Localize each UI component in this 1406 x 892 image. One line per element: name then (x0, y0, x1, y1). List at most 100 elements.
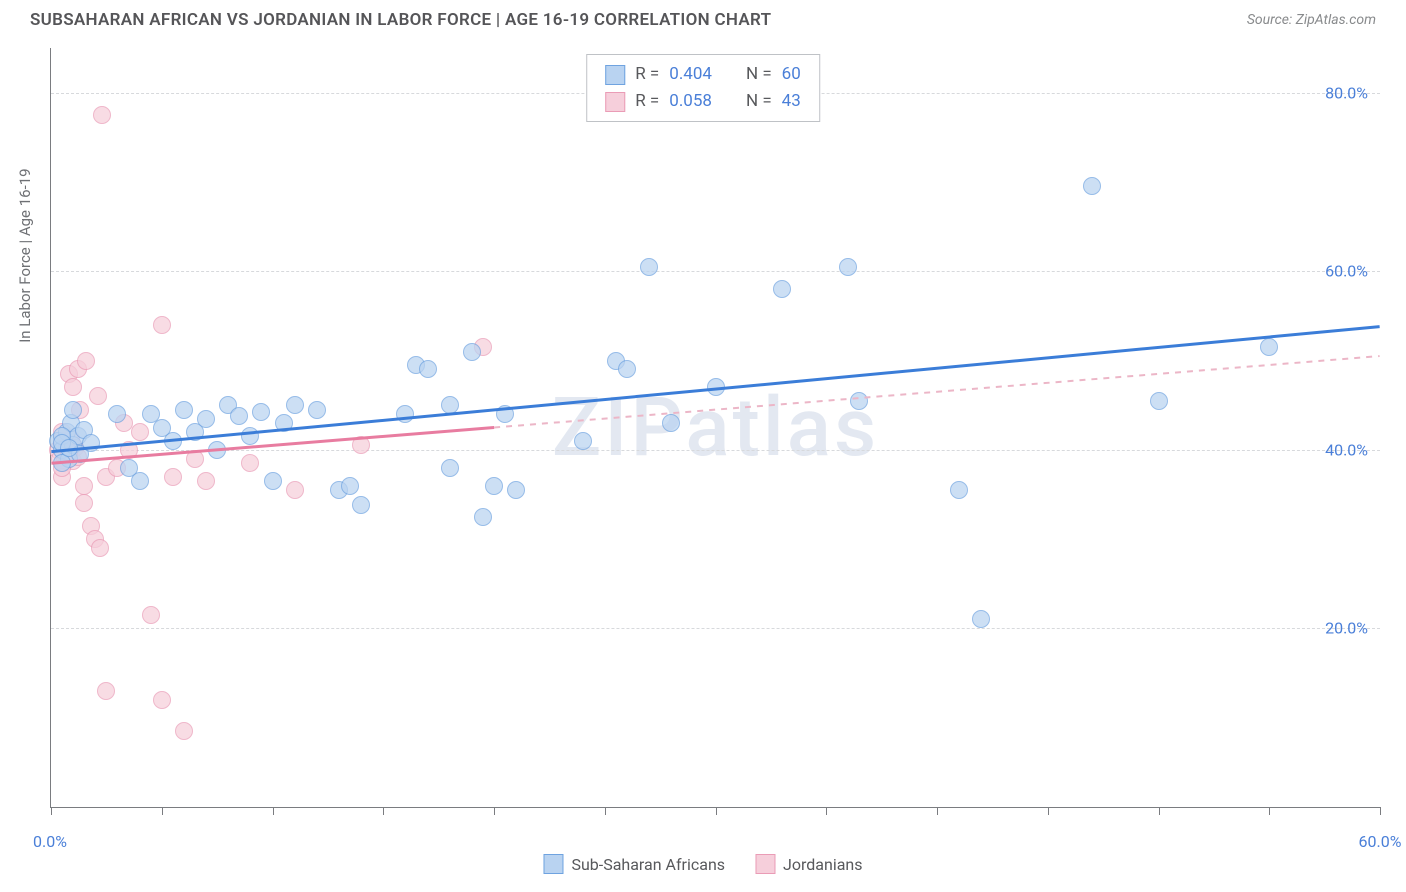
gridline (51, 450, 1380, 451)
scatter-point-ssa (208, 441, 226, 459)
scatter-point-ssa (485, 477, 503, 495)
scatter-point-jor (75, 494, 93, 512)
scatter-point-jor (241, 454, 259, 472)
series-legend: Sub-Saharan Africans Jordanians (543, 854, 862, 874)
x-tick (273, 807, 274, 815)
scatter-point-ssa (618, 360, 636, 378)
scatter-point-jor (131, 423, 149, 441)
r-label: R = (635, 61, 659, 88)
y-axis-title: In Labor Force | Age 16-19 (16, 168, 34, 342)
scatter-point-jor (186, 450, 204, 468)
y-tick-label: 60.0% (1325, 262, 1368, 281)
scatter-point-ssa (463, 343, 481, 361)
scatter-point-ssa (60, 439, 78, 457)
scatter-point-jor (286, 481, 304, 499)
x-tick (826, 807, 827, 815)
scatter-point-ssa (230, 407, 248, 425)
scatter-point-ssa (131, 472, 149, 490)
scatter-point-jor (153, 691, 171, 709)
legend-label: Sub-Saharan Africans (571, 855, 725, 874)
legend-item: Jordanians (755, 854, 862, 874)
scatter-point-ssa (396, 405, 414, 423)
scatter-point-ssa (839, 258, 857, 276)
scatter-point-ssa (264, 472, 282, 490)
scatter-point-ssa (441, 396, 459, 414)
correlation-legend-row: R = 0.404 N = 60 (605, 61, 801, 88)
scatter-point-ssa (82, 434, 100, 452)
scatter-point-ssa (1083, 177, 1101, 195)
x-tick-label: 60.0% (1359, 832, 1402, 850)
scatter-point-ssa (275, 414, 293, 432)
scatter-point-ssa (972, 610, 990, 628)
scatter-point-ssa (241, 427, 259, 445)
x-tick (937, 807, 938, 815)
scatter-point-jor (97, 682, 115, 700)
legend-swatch (605, 65, 625, 85)
correlation-legend-row: R =0.058N =43 (605, 88, 801, 115)
y-tick-label: 20.0% (1325, 619, 1368, 638)
scatter-point-ssa (1260, 338, 1278, 356)
scatter-point-ssa (252, 403, 270, 421)
scatter-point-jor (91, 539, 109, 557)
scatter-point-ssa (507, 481, 525, 499)
scatter-point-ssa (850, 392, 868, 410)
scatter-point-jor (120, 441, 138, 459)
scatter-point-ssa (175, 401, 193, 419)
correlation-legend: R =0.404N =60R =0.058N =43 (586, 54, 820, 122)
scatter-point-jor (153, 316, 171, 334)
x-tick (1269, 807, 1270, 815)
scatter-point-jor (142, 606, 160, 624)
scatter-point-ssa (441, 459, 459, 477)
n-label: N = (746, 61, 772, 88)
scatter-point-ssa (662, 414, 680, 432)
scatter-point-ssa (707, 378, 725, 396)
chart-title: SUBSAHARAN AFRICAN VS JORDANIAN IN LABOR… (30, 10, 771, 30)
legend-swatch (543, 854, 563, 874)
scatter-point-jor (77, 352, 95, 370)
x-tick (383, 807, 384, 815)
scatter-point-jor (164, 468, 182, 486)
x-tick-label: 0.0% (33, 832, 67, 850)
n-label: N = (746, 88, 772, 115)
chart-source: Source: ZipAtlas.com (1247, 12, 1376, 28)
chart-plot-area: ZIPatlas 20.0%40.0%60.0%80.0% (50, 48, 1380, 808)
x-tick (51, 807, 52, 815)
scatter-point-ssa (286, 396, 304, 414)
scatter-point-ssa (341, 477, 359, 495)
y-tick-label: 80.0% (1325, 83, 1368, 102)
legend-swatch (605, 92, 625, 112)
legend-swatch (755, 854, 775, 874)
scatter-point-jor (93, 106, 111, 124)
scatter-point-jor (64, 378, 82, 396)
scatter-point-ssa (574, 432, 592, 450)
scatter-point-ssa (1150, 392, 1168, 410)
gridline (51, 271, 1380, 272)
gridline (51, 628, 1380, 629)
plot-overlay: 20.0% 40.0% 60.0% 80.0% (51, 48, 1380, 807)
x-tick (1380, 807, 1381, 815)
scatter-point-jor (89, 387, 107, 405)
scatter-point-jor (175, 722, 193, 740)
scatter-point-ssa (352, 496, 370, 514)
scatter-point-ssa (640, 258, 658, 276)
scatter-point-ssa (419, 360, 437, 378)
scatter-point-ssa (164, 432, 182, 450)
legend-item: Sub-Saharan Africans (543, 854, 725, 874)
x-tick (716, 807, 717, 815)
scatter-point-jor (352, 436, 370, 454)
r-label: R = (635, 88, 659, 115)
x-tick (1159, 807, 1160, 815)
x-tick (162, 807, 163, 815)
r-value: 0.404 (669, 61, 712, 88)
scatter-point-ssa (64, 401, 82, 419)
legend-label: Jordanians (783, 855, 862, 874)
x-tick (1048, 807, 1049, 815)
scatter-point-ssa (108, 405, 126, 423)
scatter-point-ssa (773, 280, 791, 298)
r-value: 0.058 (669, 88, 712, 115)
scatter-point-ssa (950, 481, 968, 499)
y-tick-label: 40.0% (1325, 440, 1368, 459)
chart-header: SUBSAHARAN AFRICAN VS JORDANIAN IN LABOR… (0, 0, 1406, 40)
scatter-point-jor (197, 472, 215, 490)
n-value: 60 (782, 61, 801, 88)
